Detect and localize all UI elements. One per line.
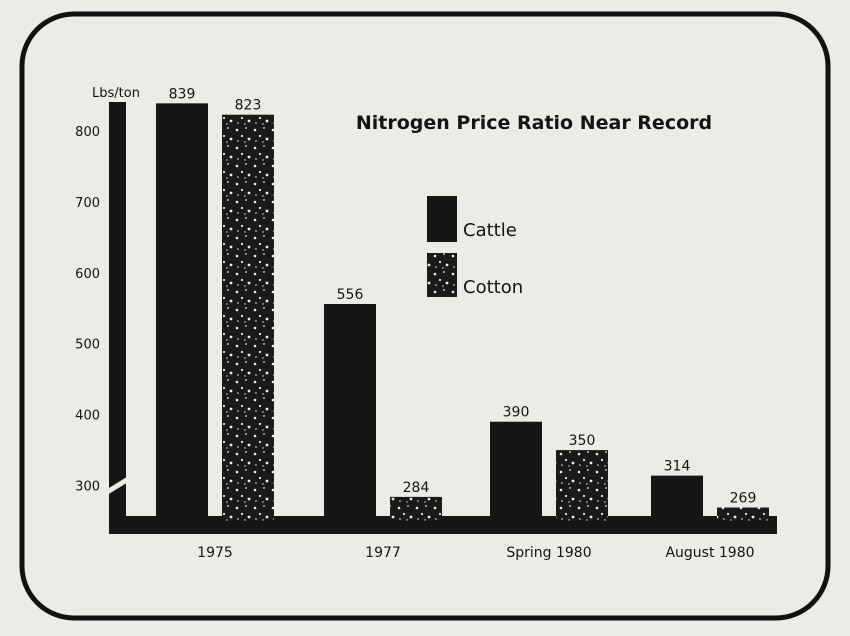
bar-cattle-1	[324, 304, 376, 521]
value-label-cotton-2: 350	[569, 433, 596, 449]
bar-cotton-1	[390, 496, 442, 521]
bar-cotton-3	[717, 507, 769, 521]
legend-swatch-cattle	[427, 196, 457, 242]
value-label-cattle-0: 839	[169, 86, 196, 102]
value-label-cotton-0: 823	[235, 98, 262, 114]
bar-cattle-3	[651, 475, 703, 521]
x-tick-label-1: 1977	[365, 545, 401, 561]
chart-title: Nitrogen Price Ratio Near Record	[356, 112, 712, 134]
y-tick-label-600: 600	[75, 267, 100, 282]
x-tick-label-2: Spring 1980	[506, 545, 591, 561]
x-tick-label-3: August 1980	[665, 545, 754, 561]
y-tick-label-300: 300	[75, 480, 100, 495]
legend-label-cattle: Cattle	[463, 220, 517, 241]
x-tick-label-0: 1975	[197, 545, 233, 561]
y-tick-label-500: 500	[75, 338, 100, 353]
y-tick-label-800: 800	[75, 125, 100, 140]
legend: Cattle Cotton	[427, 196, 523, 298]
y-axis-label: Lbs/ton	[92, 86, 140, 101]
legend-swatch-cotton	[427, 253, 457, 297]
y-tick-label-400: 400	[75, 409, 100, 424]
y-axis-line	[109, 102, 126, 526]
chart-border	[19, 11, 831, 621]
bar-cattle-0	[156, 103, 208, 521]
legend-label-cotton: Cotton	[463, 277, 523, 298]
value-label-cotton-1: 284	[403, 480, 430, 496]
value-label-cotton-3: 269	[730, 491, 757, 507]
y-axis-break	[102, 475, 132, 497]
bar-cotton-2	[556, 450, 608, 521]
y-tick-label-700: 700	[75, 196, 100, 211]
value-label-cattle-3: 314	[664, 459, 691, 475]
value-label-cattle-1: 556	[337, 287, 364, 303]
bar-cotton-0	[222, 114, 274, 521]
value-label-cattle-2: 390	[503, 405, 530, 421]
x-axis-line	[109, 516, 777, 534]
bar-cattle-2	[490, 421, 542, 521]
